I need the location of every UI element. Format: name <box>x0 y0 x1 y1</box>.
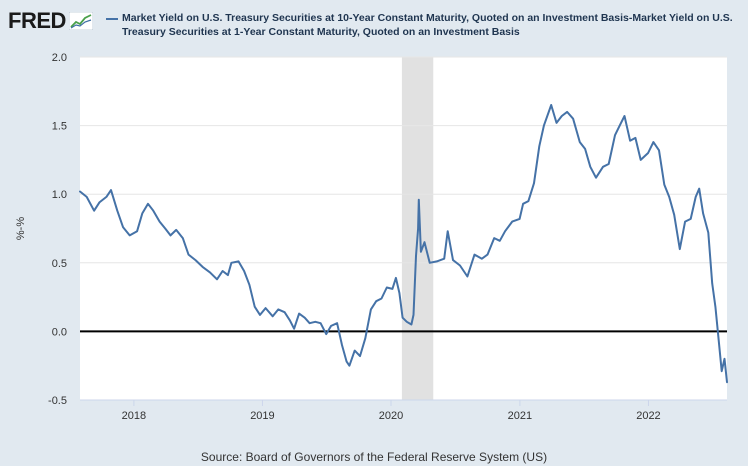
y-tick-label: 1.0 <box>52 189 67 201</box>
fred-logo[interactable]: FRED <box>8 8 93 34</box>
source-note: Source: Board of Governors of the Federa… <box>200 450 548 464</box>
y-tick-label: 0.5 <box>52 258 67 270</box>
y-tick-label: 2.0 <box>52 52 67 64</box>
logo-text: FRED <box>8 8 66 33</box>
legend-series-label: Market Yield on U.S. Treasury Securities… <box>122 12 733 38</box>
x-tick-label: 2018 <box>122 410 146 422</box>
y-axis-title: %-% <box>15 217 27 240</box>
chart-legend[interactable]: Market Yield on U.S. Treasury Securities… <box>106 11 734 39</box>
x-tick-label: 2021 <box>508 410 532 422</box>
series-line[interactable] <box>79 104 728 384</box>
x-tick-label: 2019 <box>250 410 274 422</box>
trend-chart-icon <box>68 12 93 30</box>
legend-swatch <box>106 18 118 20</box>
y-tick-label: -0.5 <box>48 395 67 407</box>
x-tick-label: 2022 <box>636 410 660 422</box>
x-tick-label: 2020 <box>379 410 403 422</box>
y-tick-label: 1.5 <box>52 121 67 133</box>
y-tick-label: 0.0 <box>52 326 67 338</box>
